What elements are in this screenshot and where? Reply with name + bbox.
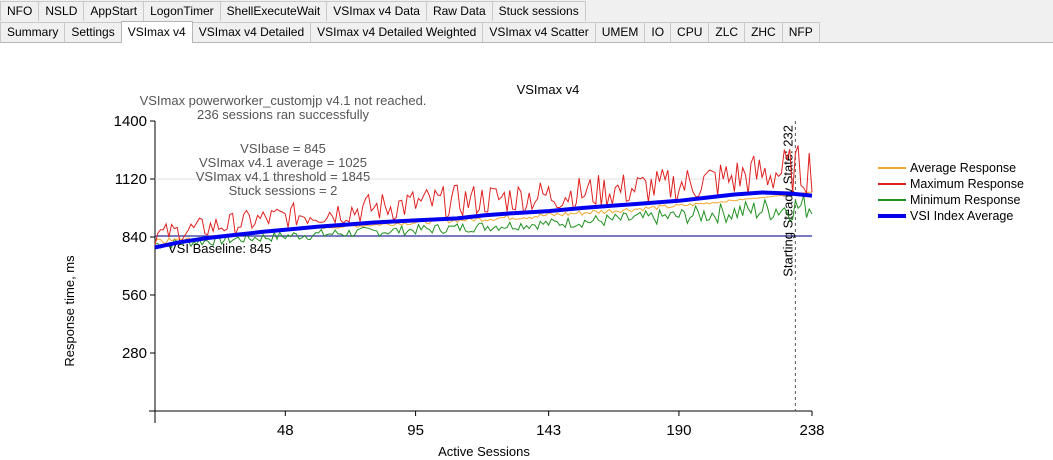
tab-zhc[interactable]: ZHC <box>744 22 783 42</box>
tab-shellexecutewait[interactable]: ShellExecuteWait <box>219 1 328 21</box>
y-tick-label: 560 <box>122 287 147 304</box>
tab-nfo[interactable]: NFO <box>0 1 40 21</box>
tab-cpu[interactable]: CPU <box>670 22 710 42</box>
response-time-chart: 280 560 840 1120 1400 48 95 143 190 238 VSImax v4 A… <box>62 82 825 459</box>
legend-label: Average Response <box>910 161 1017 175</box>
tab-settings[interactable]: Settings <box>64 22 122 42</box>
status-line-2: 236 sessions ran successfully <box>197 107 369 122</box>
chart-legend: Average Response Maximum Response Minimum … <box>878 160 1053 224</box>
vsimax-threshold-text: VSImax v4.1 threshold = 1845 <box>196 169 371 184</box>
tab-nfp[interactable]: NFP <box>781 22 820 42</box>
legend-item: VSI Index Average <box>878 208 1053 224</box>
tab-vsimax-v4[interactable]: VSImax v4 <box>120 21 193 43</box>
x-tick-label: 143 <box>536 422 561 439</box>
y-axis-title: Response time, ms <box>62 255 77 367</box>
steady-state-label: Starting Steady State: 232 <box>780 125 795 277</box>
tab-io[interactable]: IO <box>644 22 672 42</box>
legend-item: Maximum Response <box>878 176 1053 192</box>
chart-title: VSImax v4 <box>517 82 580 97</box>
vsi-baseline-label: VSI Baseline: 845 <box>168 241 271 256</box>
tab-vsimax-v4-data[interactable]: VSImax v4 Data <box>326 1 427 21</box>
tab-vsimax-v4-detailed-weighted[interactable]: VSImax v4 Detailed Weighted <box>310 22 484 42</box>
tab-row-bottom: Summary Settings VSImax v4 VSImax v4 Detail… <box>0 21 1053 43</box>
y-tick-label: 1400 <box>114 113 147 130</box>
tab-raw-data[interactable]: Raw Data <box>425 1 493 21</box>
chart-panel: 280 560 840 1120 1400 48 95 143 190 238 VSImax v4 A… <box>0 43 1053 460</box>
x-tick-label: 238 <box>799 422 824 439</box>
tab-umem[interactable]: UMEM <box>594 22 646 42</box>
tab-vsimax-v4-detailed[interactable]: VSImax v4 Detailed <box>191 22 312 42</box>
vsibase-text: VSIbase = 845 <box>240 141 326 156</box>
x-tick-label: 95 <box>407 422 424 439</box>
legend-item: Minimum Response <box>878 192 1053 208</box>
tab-nsld[interactable]: NSLD <box>38 1 85 21</box>
vsimax-average-text: VSImax v4.1 average = 1025 <box>199 155 367 170</box>
legend-swatch <box>878 183 906 185</box>
y-tick-label: 840 <box>122 229 147 246</box>
status-line-1: VSImax powerworker_customjp v4.1 not rea… <box>140 93 427 108</box>
tab-logontimer[interactable]: LogonTimer <box>143 1 221 21</box>
y-tick-label: 280 <box>122 345 147 362</box>
legend-swatch <box>878 199 906 201</box>
tab-stuck-sessions[interactable]: Stuck sessions <box>491 1 586 21</box>
minimum-response-line <box>154 195 813 249</box>
maximum-response-line <box>154 145 813 245</box>
x-axis-title: Active Sessions <box>438 444 530 459</box>
x-tick-label: 48 <box>277 422 294 439</box>
legend-swatch <box>878 214 906 218</box>
legend-label: VSI Index Average <box>910 209 1014 223</box>
tab-summary[interactable]: Summary <box>0 22 66 42</box>
legend-label: Minimum Response <box>910 193 1021 207</box>
legend-label: Maximum Response <box>910 177 1024 191</box>
legend-item: Average Response <box>878 160 1053 176</box>
legend-swatch <box>878 167 906 169</box>
vsi-index-average-line <box>154 190 813 250</box>
tab-zlc[interactable]: ZLC <box>708 22 746 42</box>
tab-appstart[interactable]: AppStart <box>83 1 145 21</box>
x-tick-label: 190 <box>666 422 691 439</box>
y-tick-label: 1120 <box>115 171 147 188</box>
tab-row-top: NFO NSLD AppStart LogonTimer ShellExecuteWai… <box>0 0 1053 21</box>
tab-vsimax-v4-scatter[interactable]: VSImax v4 Scatter <box>482 22 596 42</box>
stuck-sessions-text: Stuck sessions = 2 <box>229 183 338 198</box>
